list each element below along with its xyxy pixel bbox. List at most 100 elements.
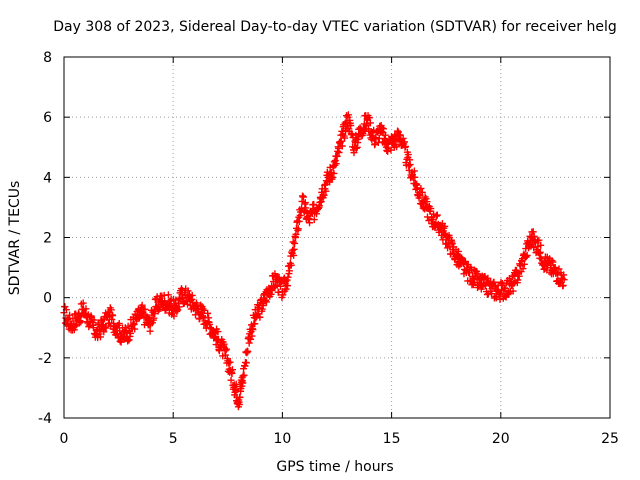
- data-point: [199, 305, 207, 313]
- data-point: [227, 376, 235, 384]
- axis-tick-labels: 0 5 10 15 20 25 -4 -2 0 2 4 6 8: [38, 50, 619, 447]
- y-tick-label: 8: [43, 50, 52, 66]
- data-point: [242, 359, 250, 367]
- data-point: [365, 114, 373, 122]
- data-point: [76, 312, 84, 320]
- data-point: [404, 151, 412, 159]
- data-point: [401, 142, 409, 150]
- data-point: [66, 311, 74, 319]
- data-point: [251, 320, 259, 328]
- data-point: [535, 236, 543, 244]
- x-tick-label: 25: [601, 431, 619, 447]
- data-point: [344, 111, 352, 119]
- data-point: [523, 251, 531, 259]
- data-point: [82, 305, 90, 313]
- data-point: [188, 291, 196, 299]
- data-point: [548, 257, 556, 265]
- y-tick-label: -4: [38, 411, 52, 427]
- data-point: [79, 299, 87, 307]
- data-point: [212, 341, 220, 349]
- data-point: [549, 258, 557, 266]
- x-tick-label: 0: [60, 431, 69, 447]
- data-point: [394, 127, 402, 135]
- data-point: [239, 372, 247, 380]
- data-point: [555, 265, 563, 273]
- x-tick-label: 5: [169, 431, 178, 447]
- data-point: [235, 401, 243, 409]
- grid: [64, 57, 610, 418]
- y-tick-label: 0: [43, 291, 52, 307]
- data-point: [440, 229, 448, 237]
- data-markers: [60, 111, 568, 411]
- data-point: [330, 169, 338, 177]
- data-point: [519, 265, 527, 273]
- data-point: [354, 135, 362, 143]
- x-tick-label: 15: [383, 431, 401, 447]
- data-point: [97, 333, 105, 341]
- data-point: [100, 328, 108, 336]
- data-point: [279, 291, 287, 299]
- data-point: [352, 131, 360, 139]
- data-point: [310, 200, 318, 208]
- data-point: [537, 241, 545, 249]
- data-point: [366, 119, 374, 127]
- y-axis-label: SDTVAR / TECUs: [7, 181, 23, 296]
- data-point: [427, 205, 435, 213]
- data-point: [226, 358, 234, 366]
- data-point: [559, 281, 567, 289]
- data-point: [560, 276, 568, 284]
- data-point: [406, 161, 414, 169]
- data-point: [244, 348, 252, 356]
- x-tick-label: 10: [273, 431, 291, 447]
- data-point: [379, 125, 387, 133]
- data-point: [492, 294, 500, 302]
- data-point: [138, 310, 146, 318]
- data-point: [125, 336, 133, 344]
- data-point: [170, 312, 178, 320]
- data-point: [247, 335, 255, 343]
- data-point: [175, 303, 183, 311]
- data-point: [417, 185, 425, 193]
- data-point: [352, 144, 360, 152]
- data-point: [214, 328, 222, 336]
- data-point: [262, 298, 270, 306]
- data-point: [371, 140, 379, 148]
- data-point: [71, 322, 79, 330]
- data-point: [282, 278, 290, 286]
- data-point: [117, 338, 125, 346]
- data-point: [501, 285, 509, 293]
- data-point: [294, 225, 302, 233]
- data-point: [232, 380, 240, 388]
- chart-title: Day 308 of 2023, Sidereal Day-to-day VTE…: [53, 19, 616, 35]
- data-point: [245, 339, 253, 347]
- data-point: [520, 260, 528, 268]
- x-tick-label: 20: [492, 431, 510, 447]
- y-tick-label: -2: [38, 351, 52, 367]
- data-point: [332, 160, 340, 168]
- data-point: [284, 282, 292, 290]
- data-point: [360, 126, 368, 134]
- y-tick-label: 6: [43, 110, 52, 126]
- data-point: [322, 187, 330, 195]
- data-point: [107, 306, 115, 314]
- data-point: [496, 295, 504, 303]
- data-point: [184, 287, 192, 295]
- data-point: [341, 134, 349, 142]
- data-point: [97, 316, 105, 324]
- data-point: [393, 143, 401, 151]
- data-point: [484, 274, 492, 282]
- data-point: [141, 305, 149, 313]
- data-point: [515, 272, 523, 280]
- data-point: [423, 198, 431, 206]
- data-point: [536, 248, 544, 256]
- data-point: [413, 184, 421, 192]
- data-point: [174, 306, 182, 314]
- data-point: [291, 239, 299, 247]
- data-point: [204, 309, 212, 317]
- data-point: [302, 204, 310, 212]
- y-tick-label: 2: [43, 231, 52, 247]
- data-point: [411, 173, 419, 181]
- data-point: [124, 337, 132, 345]
- data-point: [306, 219, 314, 227]
